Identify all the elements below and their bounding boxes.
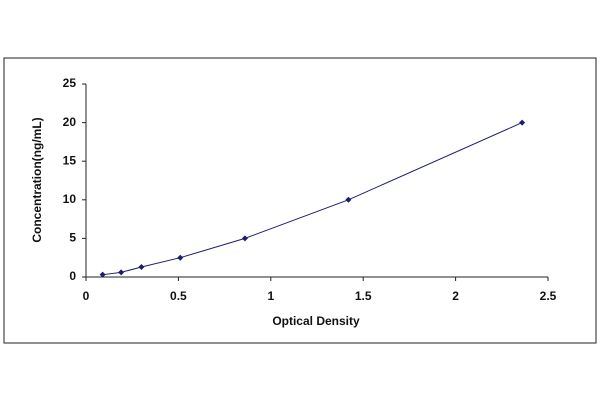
- fit-curve: [102, 122, 523, 276]
- y-axis-label: Concentration(ng/mL): [30, 117, 44, 242]
- data-point: [177, 254, 184, 261]
- x-tick-label: 1: [267, 289, 274, 303]
- y-tick-label: 10: [63, 192, 77, 206]
- y-tick-label: 20: [63, 115, 77, 129]
- data-point: [99, 271, 106, 278]
- y-tick-label: 5: [69, 231, 76, 245]
- x-axis-label: Optical Density: [272, 314, 360, 328]
- x-tick-label: 0: [83, 289, 90, 303]
- data-point: [118, 269, 125, 276]
- y-tick-label: 25: [63, 76, 77, 90]
- x-tick-label: 0.5: [170, 289, 187, 303]
- y-tick-label: 0: [69, 269, 76, 283]
- y-tick-label: 15: [63, 153, 77, 167]
- x-tick-label: 2: [452, 289, 459, 303]
- x-tick-label: 1.5: [355, 289, 372, 303]
- x-tick-label: 2.5: [540, 289, 557, 303]
- data-point: [345, 196, 352, 203]
- data-point: [519, 119, 526, 126]
- data-point: [241, 235, 248, 242]
- chart-border: [3, 57, 597, 344]
- data-point: [138, 263, 145, 270]
